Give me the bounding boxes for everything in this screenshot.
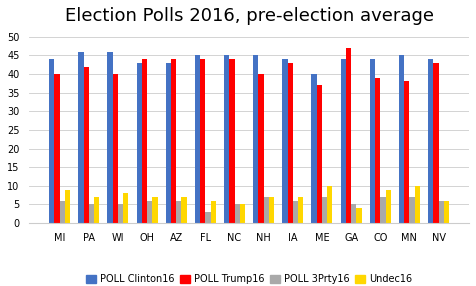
Bar [152, 197, 158, 223]
Bar [235, 204, 240, 223]
Bar [84, 67, 89, 223]
Bar [200, 59, 205, 223]
Bar [65, 190, 70, 223]
Bar [137, 63, 142, 223]
Bar [258, 74, 264, 223]
Bar [79, 52, 84, 223]
Bar [142, 59, 147, 223]
Bar [264, 197, 269, 223]
Bar [380, 197, 386, 223]
Bar [123, 193, 129, 223]
Bar [346, 48, 351, 223]
Bar [118, 204, 123, 223]
Bar [438, 201, 444, 223]
Bar [211, 201, 216, 223]
Bar [229, 59, 235, 223]
Bar [293, 201, 298, 223]
Bar [433, 63, 438, 223]
Bar [253, 55, 258, 223]
Bar [351, 204, 357, 223]
Bar [224, 55, 229, 223]
Bar [288, 63, 293, 223]
Bar [89, 204, 94, 223]
Bar [269, 197, 274, 223]
Bar [94, 197, 99, 223]
Bar [282, 59, 288, 223]
Bar [60, 201, 65, 223]
Bar [386, 190, 391, 223]
Bar [108, 52, 113, 223]
Bar [311, 74, 317, 223]
Bar [327, 186, 332, 223]
Bar [409, 197, 415, 223]
Bar [370, 59, 375, 223]
Bar [195, 55, 200, 223]
Bar [357, 208, 362, 223]
Bar [322, 197, 327, 223]
Bar [298, 197, 303, 223]
Bar [147, 201, 152, 223]
Bar [176, 201, 181, 223]
Bar [317, 85, 322, 223]
Bar [171, 59, 176, 223]
Bar [205, 212, 211, 223]
Bar [399, 55, 404, 223]
Title: Election Polls 2016, pre-election average: Election Polls 2016, pre-election averag… [65, 7, 434, 25]
Bar [54, 74, 60, 223]
Bar [240, 204, 245, 223]
Bar [181, 197, 187, 223]
Bar [444, 201, 449, 223]
Bar [341, 59, 346, 223]
Bar [415, 186, 420, 223]
Bar [166, 63, 171, 223]
Legend: POLL Clinton16, POLL Trump16, POLL 3Prty16, Undec16: POLL Clinton16, POLL Trump16, POLL 3Prty… [82, 271, 416, 286]
Bar [404, 82, 409, 223]
Bar [49, 59, 54, 223]
Bar [113, 74, 118, 223]
Bar [428, 59, 433, 223]
Bar [375, 78, 380, 223]
